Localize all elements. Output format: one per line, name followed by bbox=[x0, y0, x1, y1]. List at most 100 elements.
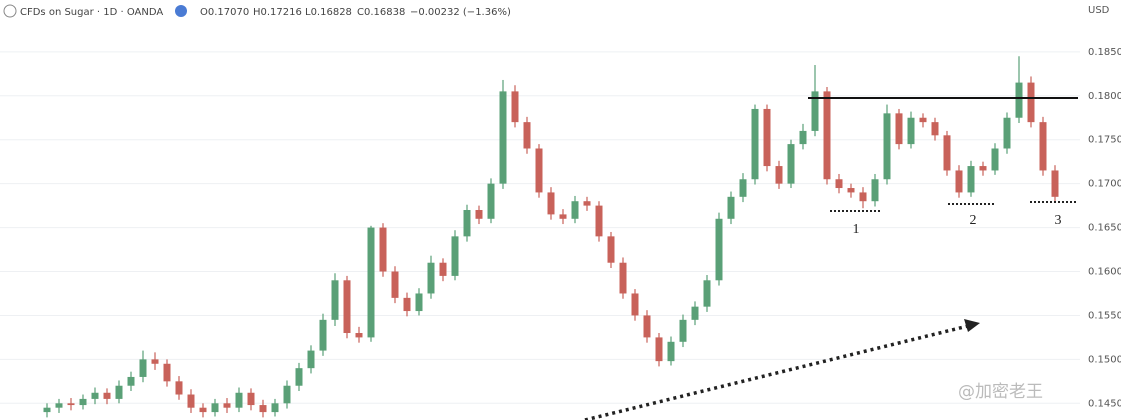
candle-body bbox=[643, 315, 651, 338]
candle-body bbox=[427, 262, 435, 294]
candle-body bbox=[223, 403, 231, 408]
grid bbox=[0, 51, 1080, 404]
candle-body bbox=[727, 196, 735, 219]
candle-body bbox=[871, 179, 879, 202]
candle-body bbox=[763, 108, 771, 167]
annotation: 2 bbox=[970, 213, 977, 228]
symbol-icon bbox=[3, 4, 17, 18]
candle-body bbox=[1003, 117, 1011, 149]
candle-body bbox=[139, 359, 147, 377]
watermark: @加密老王 bbox=[958, 382, 1043, 402]
candle-body bbox=[1015, 82, 1023, 118]
candle-body bbox=[655, 337, 663, 362]
ohlc-low: L0.16828 bbox=[305, 7, 352, 18]
candle-body bbox=[1051, 170, 1059, 197]
candle-body bbox=[79, 398, 87, 406]
candle-body bbox=[799, 130, 807, 145]
candle-body bbox=[511, 91, 519, 123]
candle-body bbox=[187, 394, 195, 408]
candle-body bbox=[475, 210, 483, 219]
candle-body bbox=[499, 91, 507, 184]
candle-body bbox=[151, 359, 159, 364]
candle-body bbox=[895, 113, 903, 145]
candle-body bbox=[691, 306, 699, 320]
candle-body bbox=[883, 113, 891, 180]
candle-body bbox=[319, 319, 327, 351]
candle-body bbox=[835, 179, 843, 189]
candle-body bbox=[127, 376, 135, 386]
candle-body bbox=[283, 385, 291, 404]
candle-body bbox=[955, 170, 963, 193]
candle-body bbox=[979, 166, 987, 171]
candle-body bbox=[67, 403, 75, 406]
candle-body bbox=[823, 91, 831, 180]
candle-body bbox=[355, 333, 363, 338]
candle-body bbox=[967, 166, 975, 193]
candle-body bbox=[607, 236, 615, 263]
candles bbox=[43, 56, 1059, 418]
candle-body bbox=[115, 385, 123, 399]
candle-body bbox=[811, 91, 819, 131]
annotation: 1 bbox=[853, 222, 860, 237]
candle-body bbox=[343, 280, 351, 334]
candle-body bbox=[259, 405, 267, 413]
candle-body bbox=[931, 122, 939, 136]
candle-body bbox=[487, 183, 495, 219]
candle-body bbox=[907, 117, 915, 145]
candle-body bbox=[679, 319, 687, 342]
y-tick-label: 0.14500 bbox=[1088, 398, 1121, 409]
candle-body bbox=[199, 407, 207, 413]
candle-body bbox=[175, 381, 183, 395]
candle-body bbox=[571, 201, 579, 219]
candle-body bbox=[307, 350, 315, 369]
candle-body bbox=[211, 403, 219, 413]
candle-body bbox=[751, 108, 759, 180]
candle-body bbox=[859, 192, 867, 202]
candle-body bbox=[91, 392, 99, 399]
candle-body bbox=[463, 210, 471, 237]
candle-body bbox=[391, 271, 399, 298]
candle-body bbox=[583, 201, 591, 206]
candle-body bbox=[55, 403, 63, 408]
candle-body bbox=[535, 148, 543, 193]
candle-body bbox=[559, 214, 567, 219]
candle-body bbox=[43, 407, 51, 413]
candle-body bbox=[379, 227, 387, 272]
candle-body bbox=[1039, 122, 1047, 171]
candle-body bbox=[271, 403, 279, 413]
candle-body bbox=[103, 392, 111, 399]
annotation: 3 bbox=[1055, 213, 1062, 228]
candle-body bbox=[739, 179, 747, 197]
ohlc-high: H0.17216 bbox=[253, 7, 302, 18]
candle-body bbox=[439, 262, 447, 276]
candle-body bbox=[523, 122, 531, 149]
trend-arrow bbox=[584, 324, 969, 420]
candle-body bbox=[163, 363, 171, 382]
candle-body bbox=[247, 392, 255, 406]
candle-body bbox=[847, 188, 855, 193]
candle-body bbox=[943, 135, 951, 171]
candle-body bbox=[715, 218, 723, 281]
ohlc-close: C0.16838 bbox=[357, 7, 405, 18]
candle-body bbox=[451, 236, 459, 276]
candle-body bbox=[619, 262, 627, 294]
candle-body bbox=[991, 148, 999, 171]
symbol: CFDs on Sugar · 1D · OANDA bbox=[20, 7, 163, 18]
candle-body bbox=[703, 280, 711, 307]
candle-body bbox=[787, 144, 795, 184]
currency: USD bbox=[1088, 5, 1110, 16]
candle-body bbox=[235, 392, 243, 408]
candle-body bbox=[415, 293, 423, 312]
candle-body bbox=[295, 368, 303, 386]
candle-body bbox=[919, 117, 927, 123]
candle-body bbox=[331, 280, 339, 320]
